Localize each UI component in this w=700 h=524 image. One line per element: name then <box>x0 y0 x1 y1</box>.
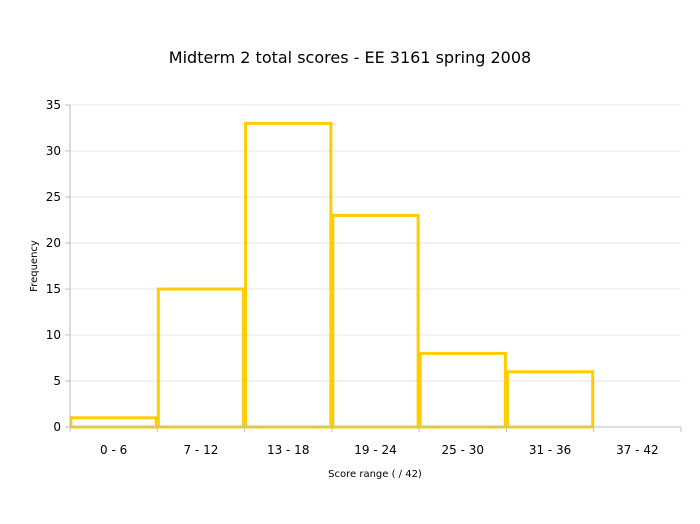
bar-7-12 <box>156 287 246 429</box>
y-tick-label: 20 <box>46 236 61 250</box>
y-tick-labels: 0 5 10 15 20 25 30 35 <box>46 98 61 434</box>
y-tick-label: 0 <box>53 420 61 434</box>
y-tick-label: 10 <box>46 328 61 342</box>
bar-0-6 <box>69 416 158 429</box>
axes <box>65 104 682 432</box>
y-tick-label: 25 <box>46 190 61 204</box>
x-tick-labels: 0 - 6 7 - 12 13 - 18 19 - 24 25 - 30 31 - 36 3… <box>100 443 659 457</box>
x-tick-label: 19 - 24 <box>354 443 397 457</box>
x-tick-label: 13 - 18 <box>267 443 310 457</box>
gridlines <box>70 104 681 382</box>
chart-title: Midterm 2 total scores - EE 3161 spring … <box>168 48 532 67</box>
x-tick-label: 37 - 42 <box>616 443 659 457</box>
y-axis-title: Frequency <box>29 240 40 292</box>
y-tick-label: 30 <box>46 144 61 158</box>
bar-19-24 <box>331 213 420 429</box>
bar-25-30 <box>418 351 507 429</box>
y-tick-label: 15 <box>46 282 61 296</box>
x-tick-label: 31 - 36 <box>529 443 572 457</box>
x-axis-title: Score range ( / 42) <box>328 469 422 480</box>
y-tick-label: 5 <box>53 374 61 388</box>
x-tick-label: 7 - 12 <box>183 443 218 457</box>
y-tick-label: 35 <box>46 98 61 112</box>
x-tick-label: 25 - 30 <box>442 443 485 457</box>
x-tick-label: 0 - 6 <box>100 443 127 457</box>
bar-31-36 <box>505 370 595 429</box>
